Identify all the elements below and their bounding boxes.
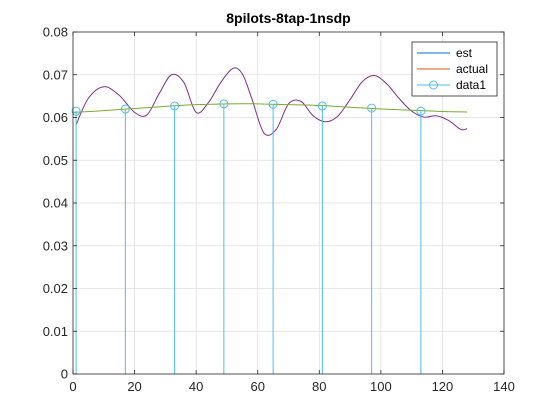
x-tick-label: 20 bbox=[127, 379, 141, 394]
stem-marker bbox=[71, 106, 81, 116]
series-line-actual bbox=[72, 103, 468, 113]
y-tick-label: 0.05 bbox=[43, 153, 68, 168]
y-tick-label: 0.01 bbox=[43, 324, 68, 339]
stem-marker bbox=[219, 99, 229, 109]
chart-title: 8pilots-8tap-1nsdp bbox=[226, 10, 350, 26]
axis-ticks: 0 20 40 60 80 100 120 140 0 0.01 0.02 0.03 0.04 0.05 0… bbox=[43, 25, 515, 395]
stem-marker bbox=[416, 106, 426, 116]
y-tick-label: 0.03 bbox=[43, 238, 68, 253]
stem-marker bbox=[317, 101, 327, 111]
y-tick-label: 0.07 bbox=[43, 67, 68, 82]
legend-marker-data1 bbox=[429, 80, 438, 90]
x-tick-label: 60 bbox=[250, 379, 264, 394]
stem-marker bbox=[170, 101, 180, 111]
series-layer bbox=[71, 67, 468, 374]
y-tick-label: 0.06 bbox=[43, 110, 68, 125]
legend-label-data1: data1 bbox=[456, 78, 486, 92]
x-tick-label: 80 bbox=[312, 379, 326, 394]
stem-marker bbox=[268, 99, 278, 109]
stem-marker bbox=[120, 104, 130, 114]
y-tick-label: 0.02 bbox=[43, 281, 68, 296]
x-tick-label: 100 bbox=[370, 379, 392, 394]
legend-label-actual: actual bbox=[456, 62, 488, 76]
legend-label-est: est bbox=[456, 46, 473, 60]
y-tick-label: 0 bbox=[61, 367, 68, 382]
stem-marker bbox=[367, 103, 377, 113]
x-tick-label: 0 bbox=[69, 379, 76, 394]
legend: est actual data1 bbox=[411, 41, 498, 97]
x-tick-label: 120 bbox=[432, 379, 454, 394]
x-tick-label: 140 bbox=[493, 379, 515, 394]
series-stems-data1 bbox=[71, 99, 426, 374]
x-tick-label: 40 bbox=[189, 379, 203, 394]
y-tick-label: 0.08 bbox=[43, 25, 68, 40]
series-line-est bbox=[75, 67, 468, 136]
y-tick-label: 0.04 bbox=[43, 196, 68, 211]
